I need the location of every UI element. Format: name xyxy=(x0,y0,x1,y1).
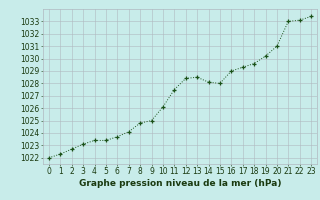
X-axis label: Graphe pression niveau de la mer (hPa): Graphe pression niveau de la mer (hPa) xyxy=(79,179,281,188)
